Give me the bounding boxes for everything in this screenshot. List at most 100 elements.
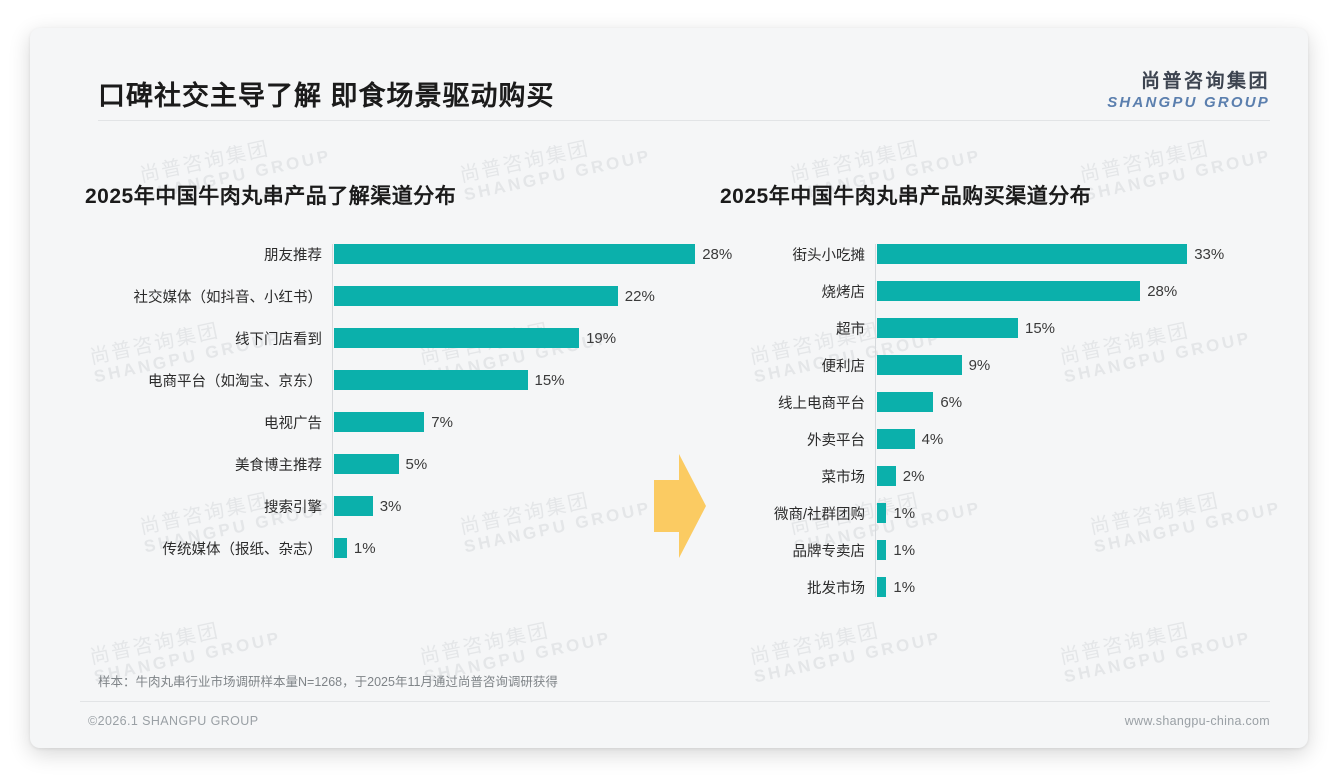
logo-text-cn: 尚普咨询集团 — [1140, 71, 1270, 92]
chart-bar — [334, 496, 373, 516]
page-title: 口碑社交主导了解 即食场景驱动购买 — [98, 81, 555, 111]
chart-bar-wrap: 3% — [332, 496, 705, 516]
chart-axis-line — [875, 244, 876, 597]
chart-bar-value: 3% — [379, 497, 402, 515]
chart-category-label: 街头小吃摊 — [792, 247, 866, 264]
logo-text-en: SHANGPU GROUP — [1107, 94, 1270, 111]
chart-bar-wrap: 33% — [875, 244, 1280, 264]
chart-category-label: 传统媒体（报纸、杂志） — [162, 541, 323, 558]
chart-category-label: 搜索引擎 — [264, 499, 322, 516]
chart-bar — [877, 355, 962, 375]
chart-bar-wrap: 15% — [875, 318, 1280, 338]
chart-bar-wrap: 1% — [875, 577, 1280, 597]
chart-row: 菜市场 2% — [720, 466, 1280, 486]
chart-axis-line — [332, 244, 333, 558]
chart-bar — [334, 538, 347, 558]
chart-row: 电商平台（如淘宝、京东） 15% — [85, 370, 705, 390]
chart-bar-wrap: 1% — [875, 540, 1280, 560]
bar-chart-purchase: 街头小吃摊 33% 烧烤店 28% 超市 15% 便利店 9% 线上电商平台 6% 外卖平台 4% 菜市… — [720, 244, 1280, 597]
chart-row: 传统媒体（报纸、杂志） 1% — [85, 538, 705, 558]
chart-bar — [877, 503, 887, 523]
slide-card: 尚普咨询集团 SHANGPU GROUP 尚普咨询集团 SHANGPU GROUP 尚普… — [30, 28, 1308, 748]
chart-category-label: 批发市场 — [807, 580, 865, 597]
chart-bar-value: 15% — [534, 371, 565, 389]
chart-bar-value: 22% — [624, 287, 655, 305]
chart-bar — [877, 244, 1188, 264]
chart-bar-value: 7% — [431, 413, 453, 431]
chart-bar-wrap: 1% — [875, 503, 1280, 523]
chart-bar-wrap: 22% — [332, 286, 705, 306]
chart-row: 烧烤店 28% — [720, 281, 1280, 301]
chart-row: 街头小吃摊 33% — [720, 244, 1280, 264]
chart-bar — [877, 577, 887, 597]
chart-category-label: 朋友推荐 — [264, 247, 322, 264]
chart-row: 品牌专卖店 1% — [720, 540, 1280, 560]
chart-category-label: 电商平台（如淘宝、京东） — [148, 373, 322, 390]
chart-category-label: 外卖平台 — [807, 432, 865, 449]
chart-row: 搜索引擎 3% — [85, 496, 705, 516]
chart-row: 外卖平台 4% — [720, 429, 1280, 449]
chart-bar-wrap: 7% — [332, 412, 705, 432]
chart-bar-value: 5% — [405, 455, 428, 473]
chart-row: 批发市场 1% — [720, 577, 1280, 597]
chart-row: 美食博主推荐 5% — [85, 454, 705, 474]
chart-bar-wrap: 4% — [875, 429, 1280, 449]
chart-row: 社交媒体（如抖音、小红书） 22% — [85, 286, 705, 306]
header-divider — [98, 120, 1270, 121]
chart-bar-value: 1% — [893, 541, 916, 559]
slide-header: 口碑社交主导了解 即食场景驱动购买 尚普咨询集团 SHANGPU GROUP — [30, 28, 1308, 120]
chart-panel-purchase: 2025年中国牛肉丸串产品购买渠道分布 街头小吃摊 33% 烧烤店 28% 超市 15% 便… — [720, 120, 1280, 614]
chart-bar-wrap: 1% — [332, 538, 705, 558]
chart-bar-wrap: 9% — [875, 355, 1280, 375]
chart-category-label: 品牌专卖店 — [792, 543, 866, 560]
copyright-text: ©2026.1 SHANGPU GROUP — [88, 714, 259, 728]
chart-category-label: 便利店 — [821, 358, 866, 375]
chart-bar — [877, 540, 887, 560]
chart-category-label: 社交媒体（如抖音、小红书） — [133, 289, 323, 306]
chart-bar — [877, 392, 934, 412]
slide-footer: ©2026.1 SHANGPU GROUP www.shangpu-china.… — [30, 702, 1308, 748]
chart-row: 朋友推荐 28% — [85, 244, 732, 264]
chart-bar-value: 15% — [1025, 319, 1056, 337]
chart-bar-value: 4% — [921, 430, 944, 448]
chart-bar-value: 28% — [1147, 282, 1178, 300]
chart-bar — [334, 412, 425, 432]
chart-bar — [877, 466, 896, 486]
chart-category-label: 菜市场 — [821, 469, 866, 486]
chart-bar-wrap: 28% — [875, 281, 1280, 301]
bar-chart-awareness: 朋友推荐 28% 社交媒体（如抖音、小红书） 22% 线下门店看到 19% 电商平台（如淘宝… — [85, 244, 732, 558]
chart-bar — [334, 244, 696, 264]
footer-divider — [80, 701, 1270, 702]
chart-title-awareness: 2025年中国牛肉丸串产品了解渠道分布 — [85, 185, 457, 208]
chart-bar — [877, 318, 1018, 338]
chart-bar — [334, 454, 399, 474]
chart-bar-value: 33% — [1194, 245, 1225, 263]
chart-title-purchase: 2025年中国牛肉丸串产品购买渠道分布 — [720, 185, 1092, 208]
chart-bar-wrap: 15% — [332, 370, 705, 390]
chart-row: 电视广告 7% — [85, 412, 705, 432]
chart-row: 超市 15% — [720, 318, 1280, 338]
chart-row: 微商/社群团购 1% — [720, 503, 1280, 523]
chart-bar-wrap: 28% — [332, 244, 732, 264]
chart-category-label: 电视广告 — [264, 415, 322, 432]
chart-bar-value: 1% — [353, 539, 376, 557]
chart-bar — [334, 328, 580, 348]
chart-category-label: 烧烤店 — [821, 284, 866, 301]
chart-bar — [877, 429, 915, 449]
chart-bar-value: 19% — [586, 329, 617, 347]
chart-bar-wrap: 5% — [332, 454, 705, 474]
chart-category-label: 微商/社群团购 — [773, 506, 865, 523]
sample-footnote: 样本：牛肉丸串行业市场调研样本量N=1268，于2025年11月通过尚普咨询调研… — [98, 675, 558, 689]
chart-bar-wrap: 6% — [875, 392, 1280, 412]
chart-category-label: 美食博主推荐 — [235, 457, 322, 474]
chart-bar — [334, 370, 528, 390]
slide-body: 2025年中国牛肉丸串产品了解渠道分布 朋友推荐 28% 社交媒体（如抖音、小红书）… — [30, 120, 1308, 668]
website-url[interactable]: www.shangpu-china.com — [1124, 714, 1270, 728]
chart-bar-value: 2% — [902, 467, 925, 485]
chart-category-label: 线下门店看到 — [235, 331, 322, 348]
chart-row: 线下门店看到 19% — [85, 328, 705, 348]
chart-bar-wrap: 2% — [875, 466, 1280, 486]
chart-row: 便利店 9% — [720, 355, 1280, 375]
chart-bar — [877, 281, 1141, 301]
chart-bar-value: 1% — [893, 578, 916, 596]
